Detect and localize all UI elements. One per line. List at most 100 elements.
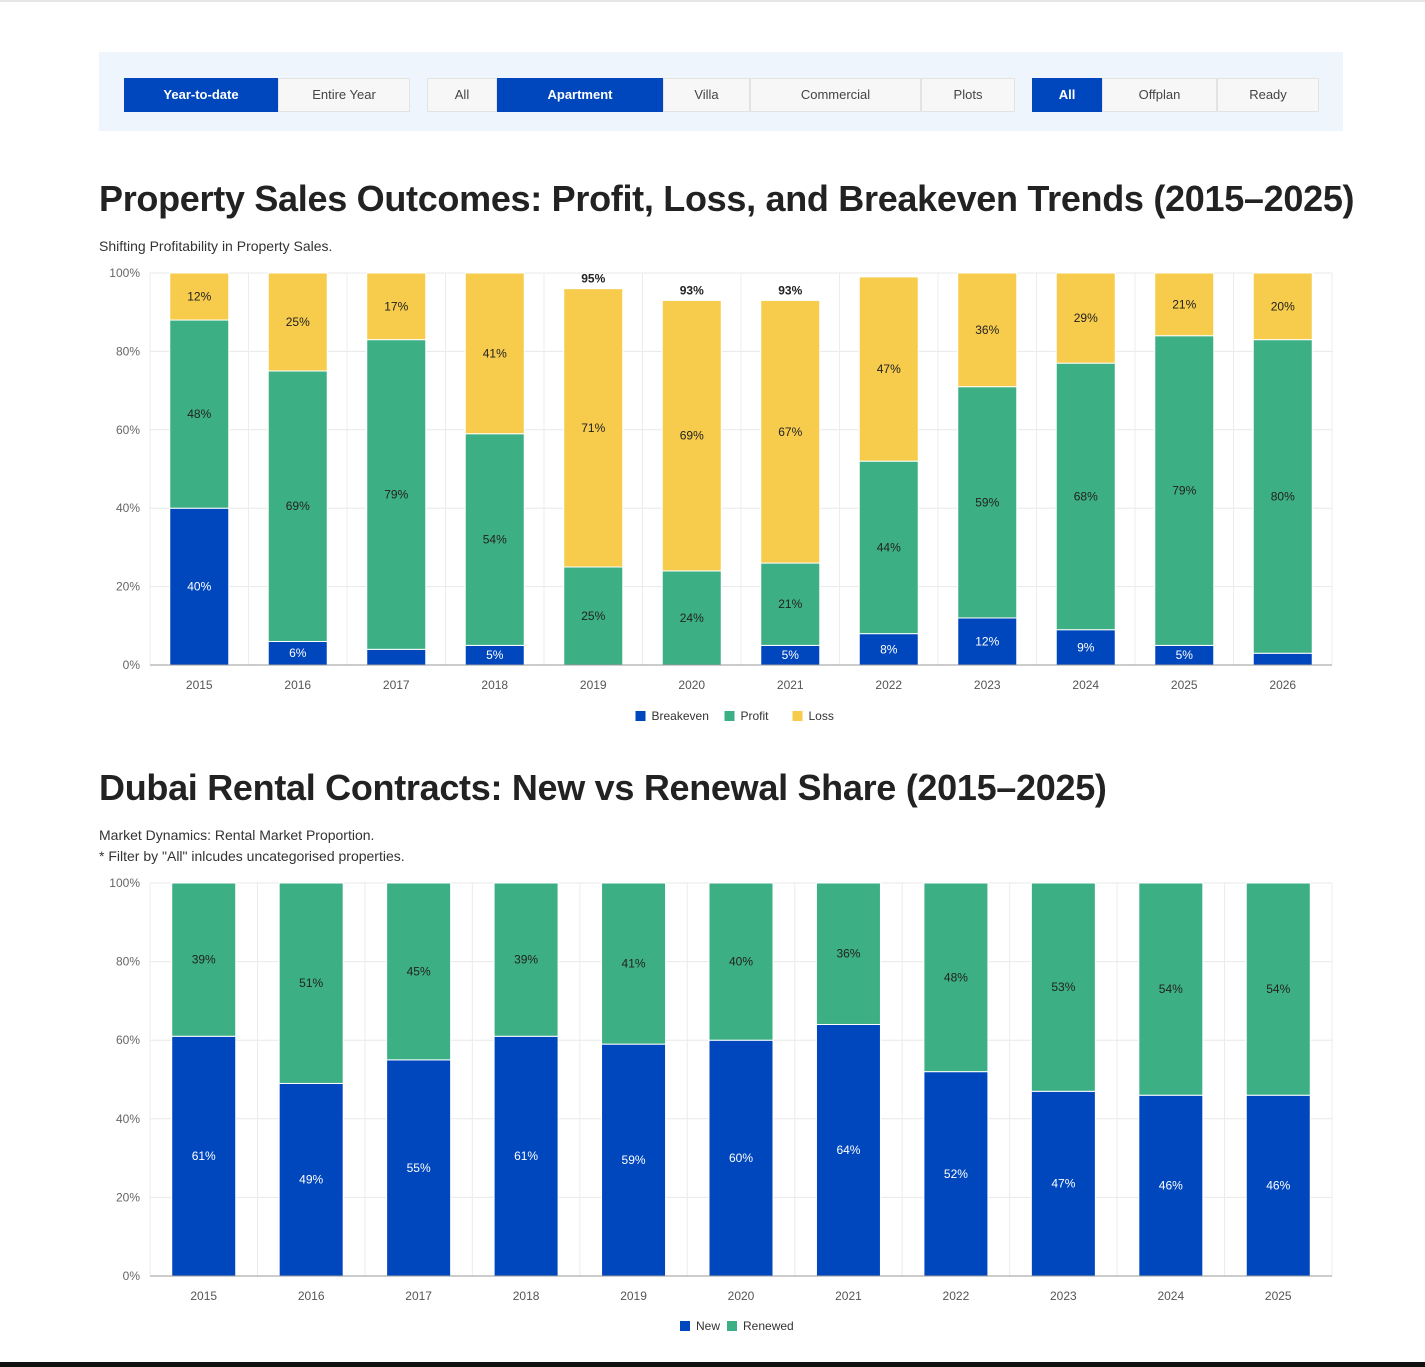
- data-label: 61%: [192, 1149, 216, 1163]
- filter-year-to-date[interactable]: Year-to-date: [124, 78, 278, 112]
- data-label: 21%: [778, 597, 802, 611]
- x-tick-label: 2025: [1171, 678, 1198, 692]
- bar-segment-profit: [957, 386, 1018, 619]
- bar-segment-renewed: [493, 882, 559, 1037]
- bar-segment-breakeven: [1055, 629, 1116, 666]
- bar-segment-profit: [464, 433, 525, 646]
- x-tick-label: 2023: [1050, 1289, 1077, 1303]
- sales-chart-title: Property Sales Outcomes: Profit, Loss, a…: [99, 178, 1355, 219]
- filter-type-all[interactable]: All: [427, 78, 497, 112]
- bar-segment-new: [171, 1035, 237, 1277]
- x-tick-label: 2026: [1269, 678, 1296, 692]
- y-tick-label: 100%: [109, 876, 140, 890]
- legend-label-profit: Profit: [741, 709, 770, 723]
- x-tick-label: 2022: [943, 1289, 970, 1303]
- bar-segment-new: [493, 1035, 559, 1277]
- data-label: 79%: [1172, 484, 1196, 498]
- data-label: 17%: [384, 299, 408, 313]
- data-label: 67%: [778, 425, 802, 439]
- bar-segment-loss: [267, 272, 328, 372]
- data-label: 20%: [1271, 299, 1295, 313]
- data-label: 21%: [1172, 297, 1196, 311]
- bar-segment-profit: [661, 570, 722, 666]
- data-label: 5%: [1176, 648, 1194, 662]
- data-label: 12%: [975, 634, 999, 648]
- data-label: 79%: [384, 487, 408, 501]
- bar-segment-profit: [760, 562, 821, 646]
- y-tick-label: 20%: [116, 580, 140, 594]
- bar-segment-profit: [1055, 362, 1116, 631]
- bar-segment-profit: [1154, 335, 1215, 646]
- bar-segment-loss: [760, 299, 821, 564]
- rental-chart-title: Dubai Rental Contracts: New vs Renewal S…: [99, 767, 1107, 808]
- data-label: 71%: [581, 421, 605, 435]
- y-tick-label: 20%: [116, 1190, 140, 1204]
- legend-swatch-profit: [724, 711, 735, 721]
- total-label: 95%: [581, 272, 605, 286]
- bar-segment-renewed: [708, 882, 774, 1041]
- filter-commercial[interactable]: Commercial: [750, 78, 921, 112]
- filter-offplan[interactable]: Offplan: [1102, 78, 1217, 112]
- data-label: 80%: [1271, 489, 1295, 503]
- data-label: 41%: [483, 346, 507, 360]
- data-label: 48%: [944, 970, 968, 984]
- bar-segment-renewed: [1030, 882, 1096, 1092]
- y-tick-label: 40%: [116, 501, 140, 515]
- data-label: 8%: [880, 642, 898, 656]
- data-label: 54%: [1159, 982, 1183, 996]
- filter-plots[interactable]: Plots: [921, 78, 1015, 112]
- bar-segment-new: [1030, 1090, 1096, 1277]
- bar-segment-loss: [957, 272, 1018, 388]
- legend-label-loss: Loss: [809, 709, 834, 723]
- data-label: 46%: [1159, 1179, 1183, 1193]
- y-tick-label: 40%: [116, 1112, 140, 1126]
- x-tick-label: 2020: [728, 1289, 755, 1303]
- data-label: 54%: [483, 533, 507, 547]
- data-label: 41%: [622, 957, 646, 971]
- data-label: 36%: [836, 947, 860, 961]
- y-tick-label: 80%: [116, 344, 140, 358]
- bar-segment-profit: [1252, 339, 1313, 654]
- filter-entire-year[interactable]: Entire Year: [278, 78, 410, 112]
- bar-segment-breakeven: [169, 507, 230, 666]
- data-label: 53%: [1051, 980, 1075, 994]
- data-label: 24%: [680, 611, 704, 625]
- bar-segment-loss: [563, 288, 624, 568]
- filter-status-all[interactable]: All: [1032, 78, 1102, 112]
- data-label: 48%: [187, 407, 211, 421]
- x-tick-label: 2017: [405, 1289, 432, 1303]
- data-label: 59%: [622, 1153, 646, 1167]
- data-label: 68%: [1074, 489, 1098, 503]
- legend-swatch-new: [680, 1321, 690, 1331]
- bar-segment-renewed: [1138, 882, 1204, 1096]
- data-label: 40%: [729, 955, 753, 969]
- filter-apartment[interactable]: Apartment: [497, 78, 663, 112]
- bar-segment-renewed: [1245, 882, 1311, 1096]
- x-tick-label: 2015: [186, 678, 213, 692]
- legend-swatch-loss: [792, 711, 803, 721]
- data-label: 25%: [581, 609, 605, 623]
- bar-segment-renewed: [923, 882, 989, 1073]
- legend-swatch-renewed: [727, 1321, 737, 1331]
- data-label: 47%: [877, 362, 901, 376]
- legend-swatch-breakeven: [635, 711, 646, 721]
- total-label: 93%: [778, 283, 802, 297]
- legend-label-renewed: Renewed: [743, 1319, 794, 1333]
- x-tick-label: 2019: [580, 678, 607, 692]
- total-label: 93%: [680, 283, 704, 297]
- filter-ready[interactable]: Ready: [1217, 78, 1319, 112]
- sales-chart-subtitle: Shifting Profitability in Property Sales…: [99, 238, 333, 254]
- data-label: 49%: [299, 1173, 323, 1187]
- data-label: 45%: [407, 964, 431, 978]
- period-filter-group: Year-to-date Entire Year: [124, 78, 410, 112]
- bar-segment-loss: [1055, 272, 1116, 364]
- data-label: 5%: [782, 648, 800, 662]
- bar-segment-renewed: [278, 882, 344, 1084]
- filter-villa[interactable]: Villa: [663, 78, 750, 112]
- bar-segment-loss: [366, 272, 427, 341]
- y-tick-label: 100%: [109, 266, 140, 280]
- x-tick-label: 2021: [835, 1289, 862, 1303]
- y-tick-label: 60%: [116, 423, 140, 437]
- bar-segment-loss: [858, 276, 919, 462]
